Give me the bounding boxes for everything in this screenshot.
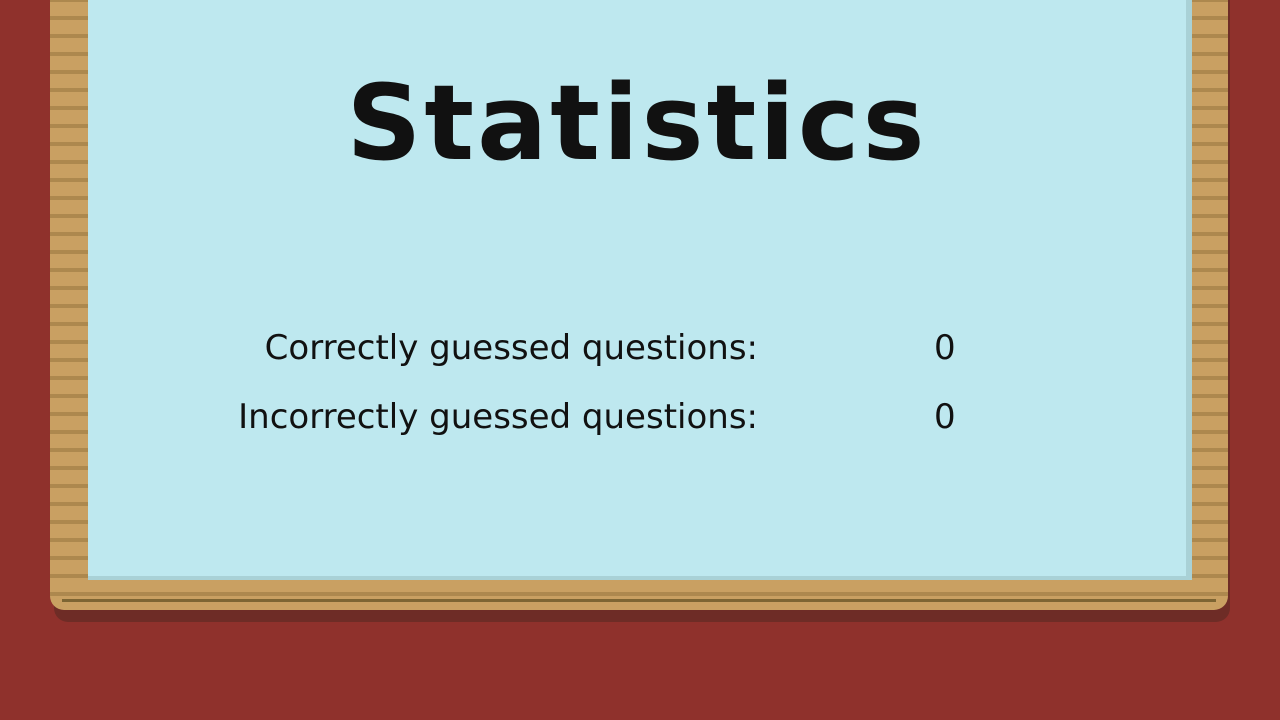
stat-value: 0 (934, 328, 956, 368)
stat-value: 0 (934, 397, 956, 437)
page-title: Statistics (346, 62, 928, 184)
stat-label: Incorrectly guessed questions: (238, 397, 758, 437)
statistics-board: Statistics Correctly guessed questions: … (88, 0, 1192, 580)
stat-label: Correctly guessed questions: (264, 328, 758, 368)
